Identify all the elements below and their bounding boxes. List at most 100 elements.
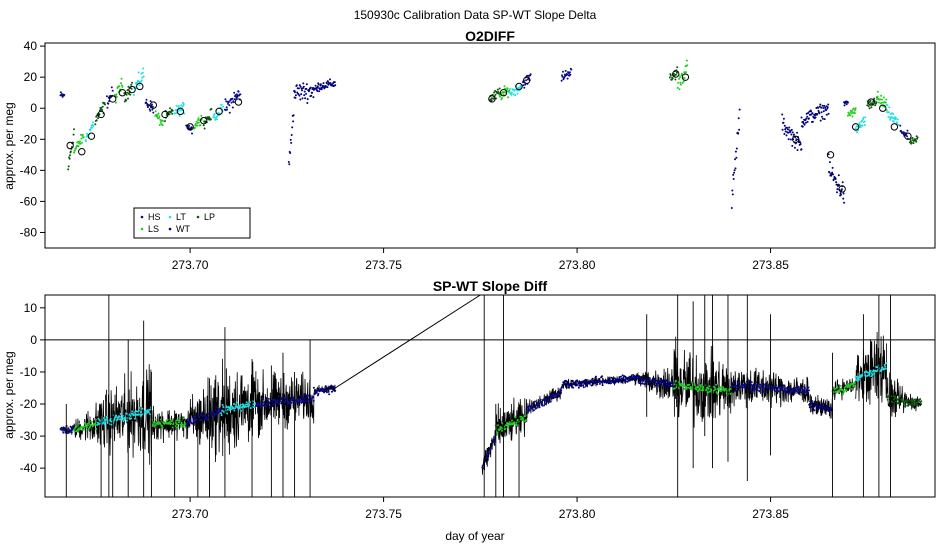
o2diff-point-wt xyxy=(305,92,307,95)
slope-diff-series-line xyxy=(255,369,315,439)
slope-diff-plot-frame xyxy=(44,294,936,498)
slope-diff-point-lt xyxy=(864,375,867,378)
o2diff-point-lt xyxy=(220,103,223,106)
slope-diff-point-hs xyxy=(806,388,809,391)
o2diff-mean-marker xyxy=(515,82,523,91)
slope-diff-point-ls xyxy=(843,390,846,393)
slope-diff-point-ls xyxy=(171,419,173,422)
o2diff-point-lp xyxy=(873,97,876,100)
o2diff-point-lp xyxy=(868,107,871,110)
slope-diff-point-ls xyxy=(714,388,717,391)
o2diff-point-wt xyxy=(807,112,810,114)
o2diff-point-hs xyxy=(188,124,191,127)
slope-diff-point-lt xyxy=(103,419,106,422)
o2diff-point-lp xyxy=(69,150,72,153)
o2diff-point-wt xyxy=(799,141,802,144)
o2diff-point-lp xyxy=(164,120,166,123)
o2diff-point-lt xyxy=(856,131,859,134)
o2diff-point-lp xyxy=(668,76,671,79)
slope-diff-point-hs xyxy=(69,430,72,432)
slope-diff-point-hs xyxy=(291,398,293,401)
slope-diff-point-wt xyxy=(820,403,822,406)
slope-diff-point-ls xyxy=(707,391,710,394)
slope-diff-y-tick-label: -20 xyxy=(20,397,38,411)
o2diff-point-wt xyxy=(820,106,823,109)
o2diff-point-wt xyxy=(306,98,309,101)
slope-diff-point-ls xyxy=(847,382,850,385)
o2diff-point-lp xyxy=(669,74,672,77)
slope-diff-point-lp xyxy=(888,394,891,397)
slope-diff-point-hs xyxy=(763,387,765,390)
o2diff-point-wt xyxy=(732,178,735,180)
slope-diff-point-wt xyxy=(825,404,828,407)
slope-diff-point-lt xyxy=(147,411,150,414)
o2diff-point-wt xyxy=(316,90,319,92)
o2diff-point-wt xyxy=(787,138,790,141)
o2diff-point-ls xyxy=(161,124,164,127)
o2diff-point-wt xyxy=(832,173,834,176)
o2diff-point-wt xyxy=(843,104,846,107)
o2diff-point-lt xyxy=(887,111,890,114)
slope-diff-point-hs xyxy=(758,390,761,393)
o2diff-point-lp xyxy=(68,157,71,160)
slope-diff-point-hs xyxy=(752,384,755,387)
o2diff-point-wt xyxy=(732,173,735,176)
o2diff-point-wt xyxy=(294,91,296,94)
o2diff-point-wt xyxy=(302,82,305,85)
slope-diff-point-hs xyxy=(526,411,529,414)
o2diff-mean-marker xyxy=(838,185,846,193)
o2diff-point-wt xyxy=(819,103,822,106)
slope-diff-point-lt xyxy=(123,418,126,421)
o2diff-mean-marker xyxy=(78,148,86,156)
o2diff-mean-marker xyxy=(176,107,185,116)
slope-diff-point-hs xyxy=(773,386,776,389)
slope-diff-point-hs xyxy=(485,456,488,459)
o2diff-point-lt xyxy=(174,112,177,115)
o2diff-point-wt xyxy=(840,188,843,191)
o2diff-y-tick-label: -20 xyxy=(20,132,38,146)
slope-diff-point-hs xyxy=(786,388,789,391)
slope-diff-point-ls xyxy=(709,390,712,393)
slope-diff-x-tick-label: 273.70 xyxy=(172,507,209,521)
o2diff-point-ls xyxy=(508,89,511,92)
o2diff-point-hs xyxy=(110,86,113,89)
slope-diff-point-hs xyxy=(778,390,780,393)
slope-diff-point-hs xyxy=(299,399,302,402)
slope-diff-point-ls xyxy=(168,421,171,424)
o2diff-y-tick-label: -80 xyxy=(20,225,38,239)
o2diff-mean-marker xyxy=(499,88,508,97)
slope-diff-point-wt xyxy=(571,379,574,382)
slope-diff-point-hs xyxy=(761,385,764,388)
o2diff-point-wt xyxy=(842,192,845,195)
slope-diff-point-lt xyxy=(137,413,140,416)
slope-diff-point-lt xyxy=(868,373,871,376)
o2diff-point-ls xyxy=(81,133,84,136)
slope-diff-point-lt xyxy=(149,413,151,416)
slope-diff-point-hs xyxy=(528,409,531,412)
slope-diff-gap-connector xyxy=(334,294,481,389)
o2diff-point-ls xyxy=(115,101,117,104)
slope-diff-point-lt xyxy=(232,403,235,405)
slope-diff-point-lt xyxy=(876,366,879,369)
o2diff-point-lp xyxy=(202,124,205,127)
o2diff-point-lp xyxy=(498,92,501,95)
o2diff-x-tick-label: 273.80 xyxy=(559,258,596,272)
slope-diff-point-lt xyxy=(146,409,149,412)
o2diff-point-lp xyxy=(908,141,911,144)
o2diff-point-wt xyxy=(311,91,314,94)
slope-diff-point-lp xyxy=(916,401,919,404)
o2diff-mean-marker xyxy=(186,123,194,131)
slope-diff-point-wt xyxy=(323,391,325,394)
slope-diff-point-ls xyxy=(153,421,156,424)
o2diff-point-ls xyxy=(499,95,502,98)
o2diff-point-wt xyxy=(309,86,312,89)
o2diff-point-lp xyxy=(130,83,133,86)
slope-diff-point-hs xyxy=(548,401,550,403)
slope-diff-point-wt xyxy=(646,378,649,381)
slope-diff-point-lt xyxy=(109,417,112,420)
o2diff-point-wt xyxy=(735,147,738,150)
o2diff-point-lt xyxy=(861,124,864,127)
slope-diff-point-wt xyxy=(638,382,641,385)
o2diff-point-lp xyxy=(208,117,211,119)
slope-diff-plot-area xyxy=(45,294,935,497)
